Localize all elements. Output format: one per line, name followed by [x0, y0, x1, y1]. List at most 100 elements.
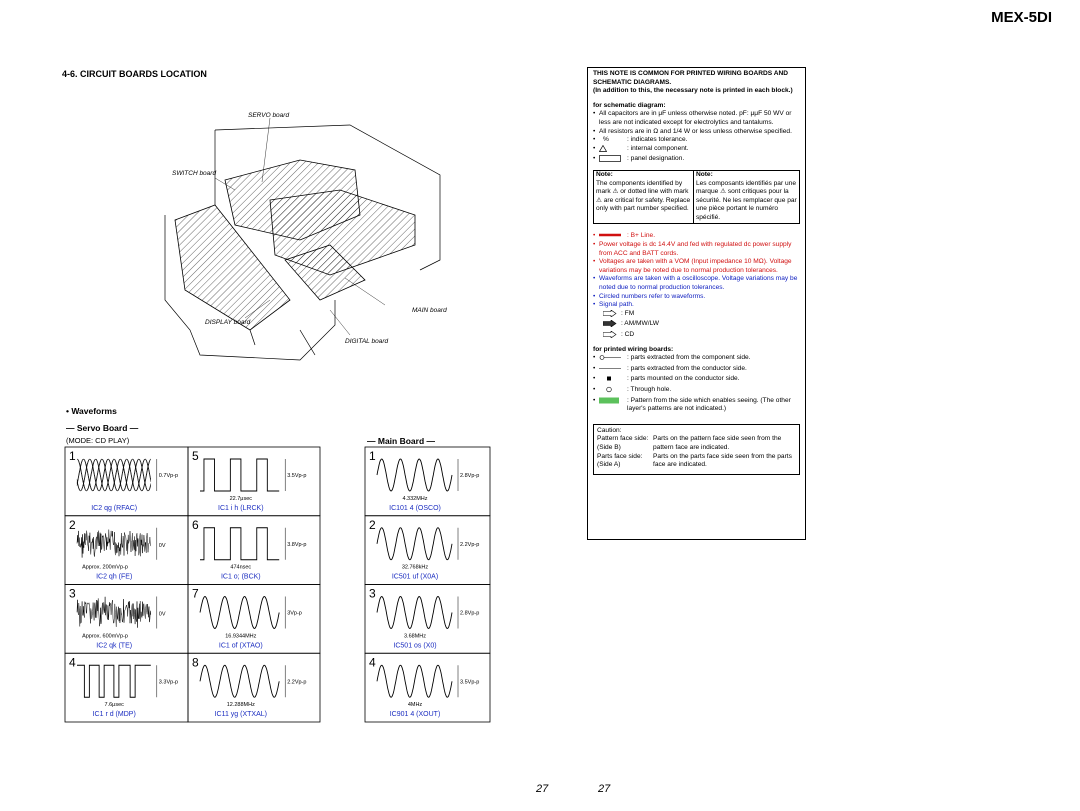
note-intro: THIS NOTE IS COMMON FOR PRINTED WIRING B…	[593, 70, 789, 86]
wiring-note-text: : parts mounted on the conductor side.	[627, 375, 740, 383]
amplitude: 0.7Vp-p	[159, 473, 178, 479]
bullet: •	[593, 375, 596, 383]
waveform-number: 8	[192, 655, 199, 669]
waveform-label: IC501 os (X0)	[393, 642, 436, 649]
waveform	[376, 596, 453, 629]
waveform	[77, 664, 151, 698]
symbol	[598, 144, 627, 156]
wiring-note: •: Pattern from the side which enables s…	[593, 397, 800, 414]
waveform-number: 6	[192, 518, 199, 532]
waveform-number: 2	[69, 518, 76, 532]
amplitude: 3.5Vp-p	[460, 679, 479, 685]
arrow	[602, 319, 621, 331]
signal-path: : CD	[593, 330, 800, 342]
waveform	[76, 596, 152, 628]
bullet: •	[593, 127, 596, 135]
main-title: — Main Board —	[367, 436, 436, 446]
arrow	[602, 330, 621, 342]
schematic-note: • All resistors are in Ω and 1/4 W or les…	[593, 128, 800, 137]
amplitude: 3.5Vp-p	[287, 473, 306, 479]
amplitude: 3.8Vp-p	[287, 542, 306, 548]
symbol-note: •: internal component.	[593, 144, 800, 156]
page-number: 27	[598, 783, 611, 795]
amplitude: 2.8Vp-p	[460, 611, 479, 617]
b-line-text: : B+ Line.	[627, 231, 656, 239]
amplitude: Approx. 200mVp-p	[82, 565, 128, 571]
period-note: 474nsec	[230, 565, 251, 571]
schematic-note: • All capacitors are in μF unless otherwi…	[593, 110, 800, 127]
voltage-note-text: Power voltage is dc 14.4V and fed with r…	[599, 241, 792, 257]
period-note: 4.332MHz	[402, 496, 427, 502]
waveform-number: 4	[369, 655, 376, 669]
bullet: •	[593, 354, 596, 362]
board-label: SERVO board	[248, 112, 289, 119]
voltage-note: • Voltages are taken with a VOM (Input im…	[593, 258, 800, 275]
caution-text: The components identified by mark ⚠ or d…	[596, 179, 691, 213]
waveform	[376, 527, 453, 561]
symbol	[599, 155, 627, 166]
waveform	[199, 664, 280, 698]
waveforms-heading: • Waveforms	[66, 406, 117, 416]
wiring-note: •: parts extracted from the component si…	[593, 354, 800, 365]
board-drawing: SERVO board SWITCH board MAIN board DISP…	[164, 112, 447, 361]
waveform-note: • Signal path.	[593, 301, 800, 310]
symbol: %	[603, 136, 609, 144]
bullet: •	[593, 231, 596, 239]
waveform-label: IC2 qg (RFAC)	[91, 505, 137, 512]
waveform-number: 7	[192, 587, 199, 601]
waveform-number: 3	[69, 587, 76, 601]
symbol	[599, 397, 627, 414]
waveform-note: • Circled numbers refer to waveforms.	[593, 293, 800, 302]
period-note: 16.9344MHz	[225, 633, 256, 639]
symbol-note-text: : indicates tolerance.	[627, 136, 688, 144]
symbol	[599, 354, 627, 365]
waveform	[76, 458, 152, 492]
caution-box: Caution: Pattern face side: (Side B) Parts…	[593, 423, 800, 475]
amplitude: 3Vp-p	[287, 611, 302, 617]
zero-level: 0V	[159, 612, 166, 618]
symbol	[599, 386, 627, 397]
page-number: 27	[536, 783, 549, 795]
waveform-label: IC1 of (XTAO)	[219, 642, 263, 649]
caution-title: Note:	[695, 170, 713, 178]
amplitude: 2.8Vp-p	[460, 473, 479, 479]
wiring-note-text: : Pattern from the side which enables se…	[627, 396, 791, 413]
waveform-note-text: Circled numbers refer to waveforms.	[599, 292, 706, 300]
signal-text: : FM	[621, 309, 635, 317]
caution-cell: Parts face side: (Side A)	[597, 452, 643, 469]
symbol-note-text: : panel designation.	[627, 155, 685, 163]
signal-path: : AM/MW/LW	[593, 319, 800, 331]
caution-box-title: Caution:	[597, 426, 622, 434]
period-note: 4MHz	[408, 702, 423, 708]
period-note: 3.68MHz	[404, 633, 426, 639]
waveform-label: IC11 yg (XTXAL)	[215, 711, 267, 718]
symbol-note: •% : indicates tolerance.	[593, 136, 800, 145]
note-box: THIS NOTE IS COMMON FOR PRINTED WIRING B…	[587, 67, 806, 540]
waveform-label: IC2 qh (FE)	[96, 574, 132, 581]
waveform-number: 3	[369, 587, 376, 601]
schematic-heading: for schematic diagram:	[593, 101, 666, 109]
schematic-note-text: All capacitors are in μF unless otherwis…	[599, 110, 792, 126]
voltage-note-text: Voltages are taken with a VOM (Input imp…	[599, 258, 792, 274]
bullet: •	[593, 292, 596, 300]
bullet: •	[593, 144, 596, 152]
waveform	[76, 529, 152, 558]
board-label: DISPLAY board	[205, 319, 251, 326]
wiring-note-text: : parts extracted from the conductor sid…	[627, 364, 747, 372]
waveform-number: 1	[69, 449, 76, 463]
waveform-number: 2	[369, 518, 376, 532]
amplitude: 3.3Vp-p	[159, 679, 178, 685]
signal-text: : CD	[621, 331, 635, 339]
caution-table: Note: The components identified by mark ⚠…	[593, 169, 800, 224]
waveform-label: IC1 i h (LRCK)	[218, 505, 264, 512]
caution-text: Les composants identifiés par une marque…	[695, 179, 797, 221]
waveform-note-text: Waveforms are taken with a oscilloscope.…	[599, 275, 798, 292]
bullet: •	[593, 155, 596, 163]
waveform-number: 4	[69, 655, 76, 669]
caution-cell: Parts on the pattern face side seen from…	[653, 435, 782, 451]
bullet: •	[593, 136, 596, 144]
waveform	[200, 458, 280, 492]
waveform	[200, 527, 280, 561]
period-note: 32.768kHz	[402, 565, 429, 571]
